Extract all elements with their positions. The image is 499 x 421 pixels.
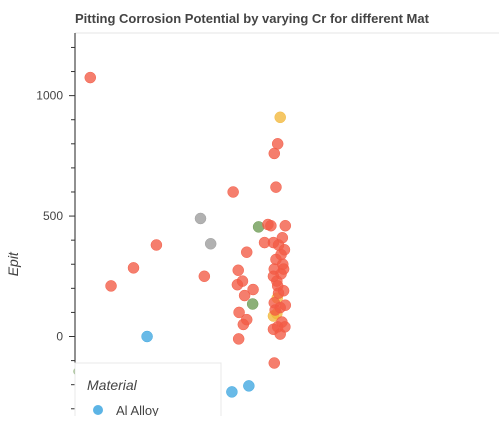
- data-point: [274, 111, 286, 124]
- data-point: [232, 264, 244, 277]
- data-point: [276, 231, 289, 244]
- data-point: [227, 186, 239, 198]
- data-point: [267, 236, 280, 249]
- data-point: [84, 71, 97, 84]
- data-point: [238, 289, 251, 302]
- data-point: [194, 212, 207, 225]
- data-point: [226, 386, 238, 398]
- y-axis-label: Epit: [5, 251, 21, 276]
- data-point: [127, 262, 140, 274]
- data-point: [278, 244, 291, 256]
- y-axis-ticks: 0 500 1000: [36, 46, 75, 410]
- data-point: [141, 330, 153, 343]
- data-point: [270, 181, 282, 193]
- data-point: [236, 275, 249, 287]
- data-point: [198, 270, 211, 283]
- data-point: [268, 147, 281, 160]
- data-point: [279, 321, 291, 333]
- data-point: [246, 298, 259, 310]
- data-point: [265, 219, 277, 232]
- data-point: [268, 357, 281, 369]
- data-point: [204, 238, 217, 250]
- y-tick-label: 0: [56, 330, 63, 344]
- data-point: [247, 283, 259, 296]
- legend-title: Material: [87, 377, 138, 393]
- legend-entries: Al Alloy: [93, 403, 159, 418]
- legend-marker: [93, 405, 103, 415]
- y-tick-label: 1000: [36, 89, 63, 103]
- data-point: [232, 333, 245, 345]
- legend: Material Al Alloy: [74, 362, 222, 421]
- data-point: [277, 263, 290, 275]
- data-point: [233, 306, 245, 319]
- legend-label: Al Alloy: [116, 403, 159, 416]
- y-tick-label: 500: [43, 209, 63, 223]
- data-point: [240, 313, 253, 326]
- chart-title: Pitting Corrosion Potential by varying C…: [75, 11, 430, 26]
- data-point: [243, 380, 255, 392]
- data-point: [279, 299, 292, 311]
- data-point: [240, 246, 253, 258]
- data-point: [150, 239, 163, 251]
- data-point: [279, 219, 292, 232]
- data-points: [73, 71, 292, 417]
- data-point: [277, 284, 290, 297]
- data-point: [271, 138, 284, 150]
- data-point: [105, 280, 117, 292]
